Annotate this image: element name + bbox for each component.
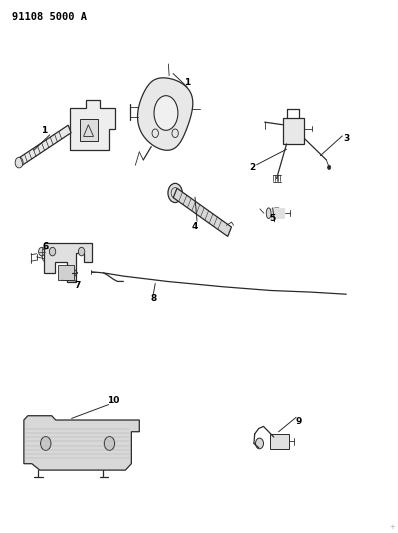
- Text: 1: 1: [184, 78, 190, 87]
- Circle shape: [49, 247, 56, 256]
- Bar: [58, 265, 74, 280]
- Circle shape: [41, 437, 51, 450]
- Text: 5: 5: [269, 214, 276, 223]
- Circle shape: [328, 165, 331, 169]
- Polygon shape: [138, 78, 193, 150]
- Polygon shape: [173, 188, 232, 237]
- Circle shape: [39, 247, 45, 256]
- Text: 91108 5000 A: 91108 5000 A: [12, 12, 87, 22]
- Text: 4: 4: [192, 222, 198, 231]
- Text: 6: 6: [43, 242, 49, 251]
- Bar: [80, 119, 98, 141]
- Circle shape: [78, 247, 85, 256]
- Text: +: +: [389, 523, 395, 530]
- Polygon shape: [24, 416, 139, 470]
- Polygon shape: [44, 243, 92, 282]
- Ellipse shape: [266, 208, 271, 219]
- Circle shape: [256, 438, 263, 449]
- Bar: [270, 434, 289, 449]
- Circle shape: [15, 157, 23, 168]
- Text: 3: 3: [343, 134, 349, 143]
- Polygon shape: [18, 125, 71, 166]
- Text: 9: 9: [295, 417, 302, 425]
- Text: 7: 7: [74, 281, 81, 289]
- Bar: [283, 118, 304, 144]
- Circle shape: [104, 437, 115, 450]
- Polygon shape: [70, 100, 115, 150]
- Text: 8: 8: [150, 294, 156, 303]
- Ellipse shape: [269, 208, 285, 219]
- Text: 10: 10: [107, 397, 120, 405]
- Text: 1: 1: [41, 126, 47, 135]
- Bar: [269, 208, 285, 219]
- Circle shape: [168, 183, 182, 203]
- Ellipse shape: [154, 96, 178, 130]
- Text: 2: 2: [250, 164, 256, 172]
